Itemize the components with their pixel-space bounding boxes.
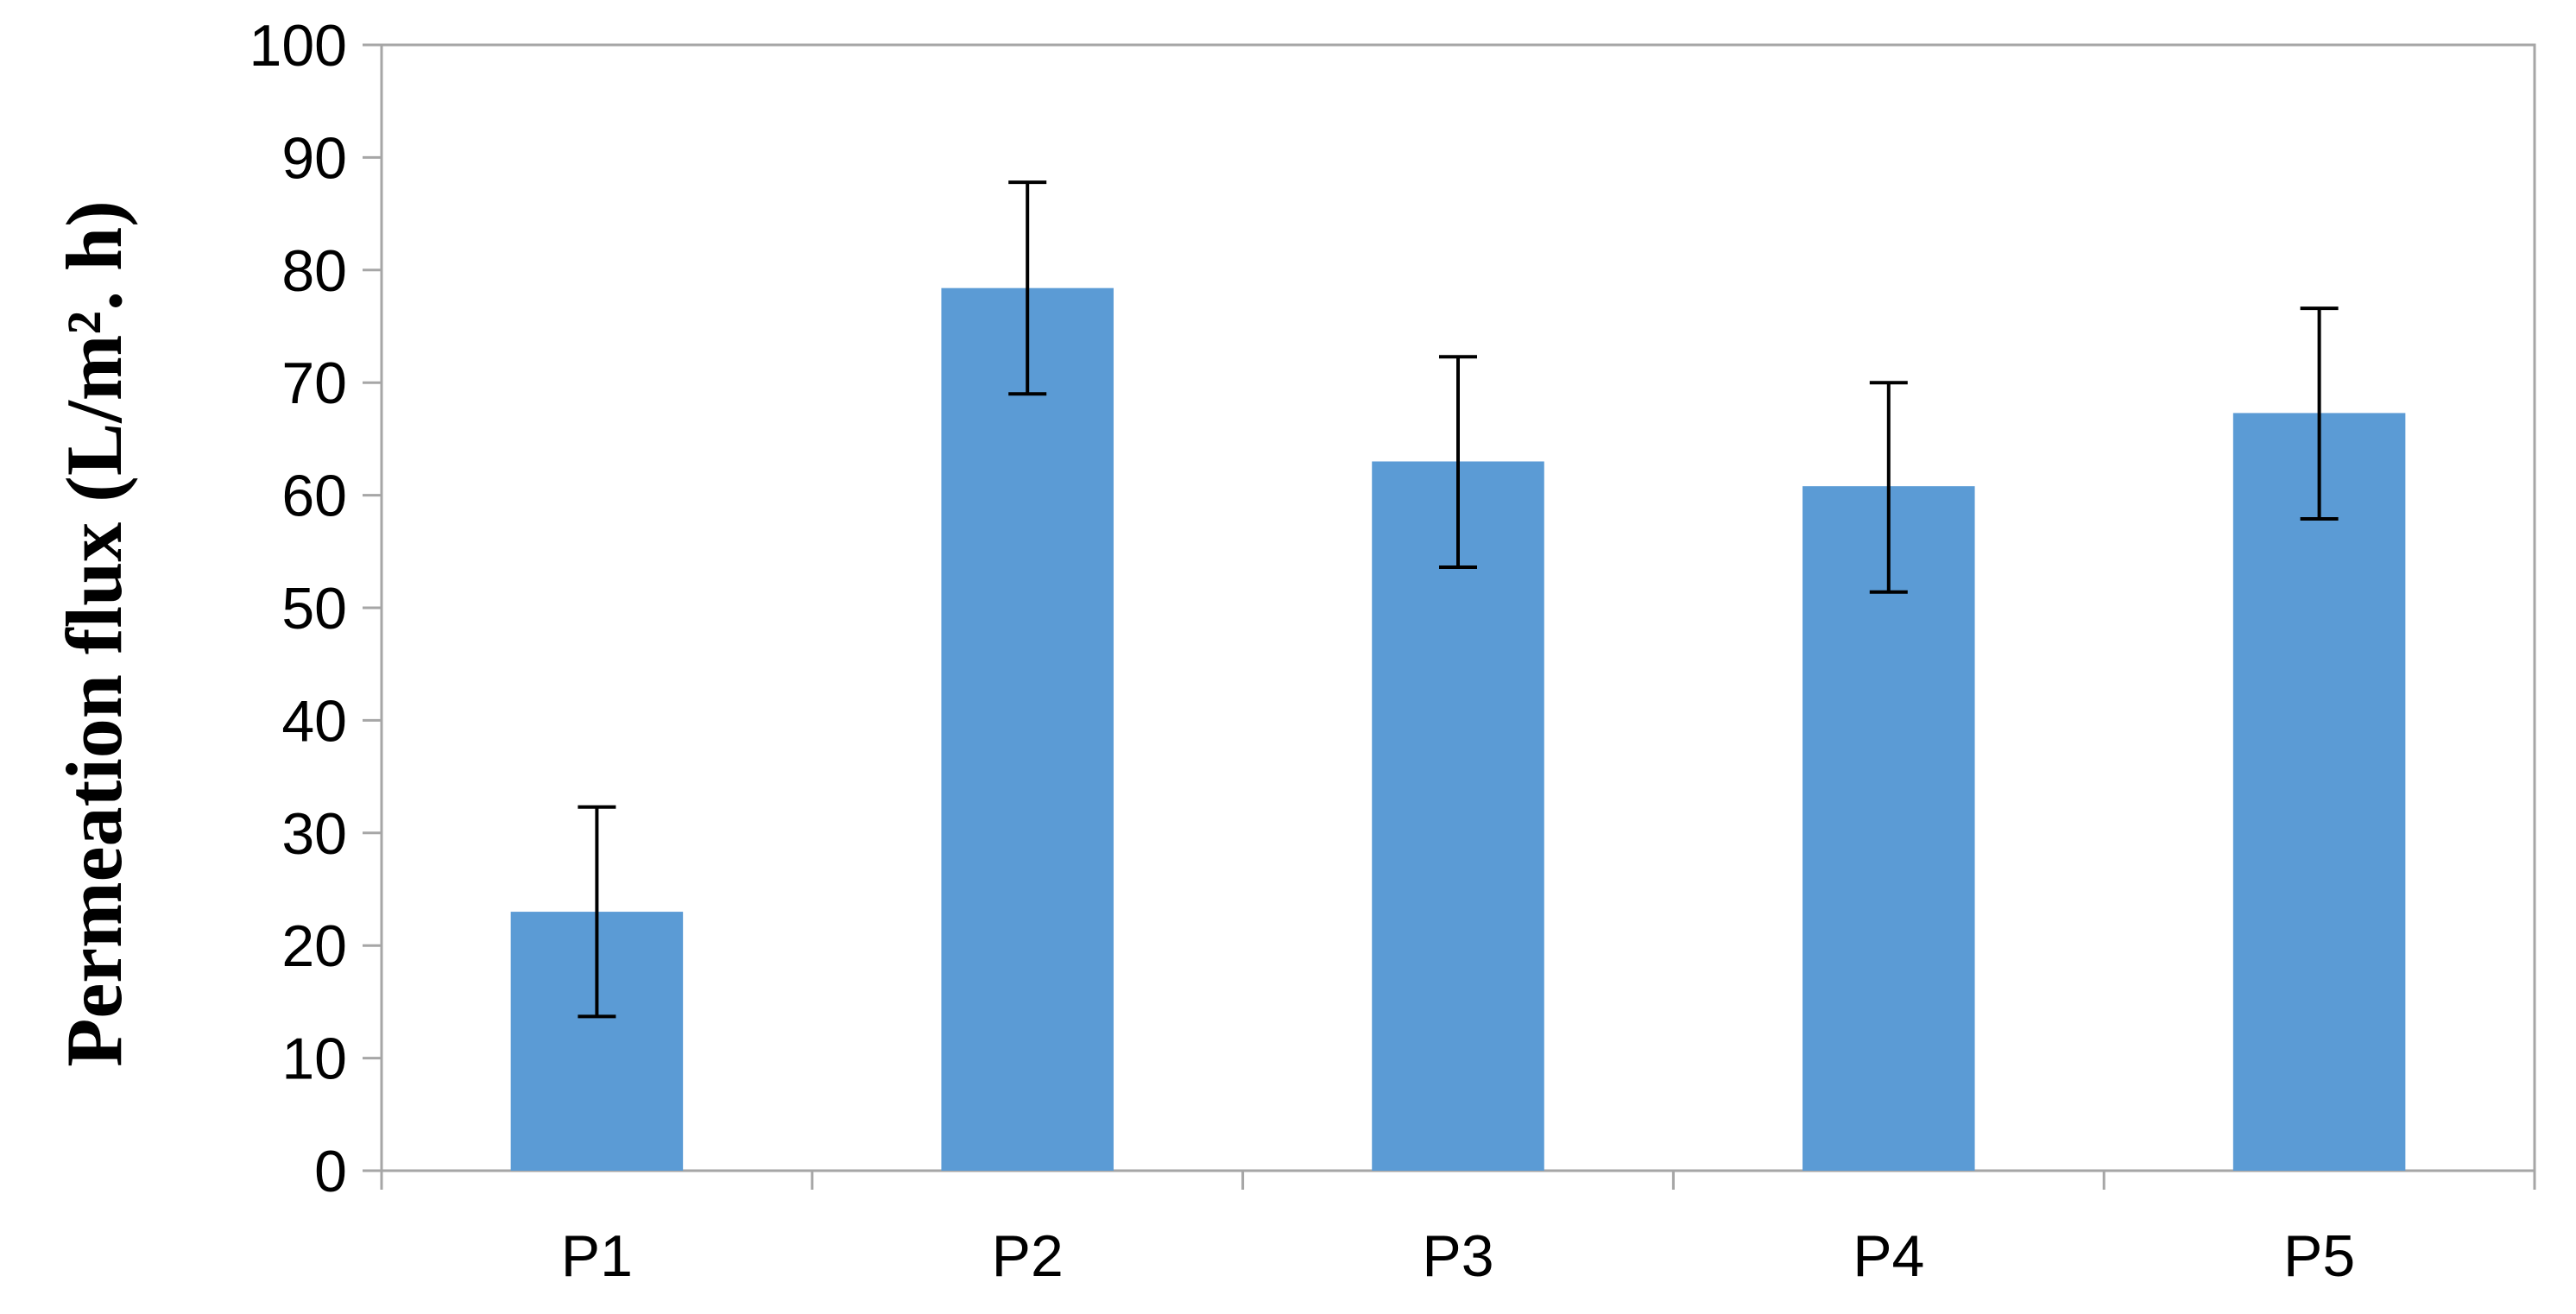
error-bars (578, 180, 2339, 1019)
y-tick-label: 100 (249, 13, 347, 79)
y-tick-label: 50 (281, 576, 347, 641)
x-tick-label-p5: P5 (2283, 1223, 2355, 1289)
x-tick-label-p3: P3 (1422, 1223, 1493, 1289)
y-axis-label: Permeation flux (L/m². h) (50, 200, 138, 1067)
y-tick-label: 70 (281, 351, 347, 416)
y-tick-label: 90 (281, 125, 347, 191)
x-tick-label-p1: P1 (561, 1223, 633, 1289)
x-tick-label-p4: P4 (1853, 1223, 1924, 1289)
y-tick-label: 60 (281, 464, 347, 529)
y-tick-label: 0 (314, 1139, 347, 1204)
y-tick-label: 40 (281, 688, 347, 754)
bar-series (510, 287, 2406, 1172)
x-axis: P1 P2 P3 P4 P5 (380, 1171, 2536, 1289)
y-tick-label: 30 (281, 801, 347, 867)
y-tick-label: 10 (281, 1027, 347, 1092)
bar-p4 (1803, 486, 1975, 1171)
bar-p3 (1372, 461, 1544, 1171)
x-tick-label-p2: P2 (992, 1223, 1064, 1289)
error-bar-p1 (578, 805, 616, 1019)
error-bar-p4 (1869, 381, 1908, 594)
bar-p2 (941, 287, 1114, 1171)
error-bar-p5 (2300, 306, 2339, 521)
y-axis: 0 10 20 30 40 50 60 70 80 90 100 (249, 13, 382, 1204)
bar-p5 (2232, 413, 2406, 1172)
y-tick-label: 20 (281, 913, 347, 979)
error-bar-p3 (1439, 355, 1477, 570)
y-tick-label: 80 (281, 238, 347, 304)
error-bar-p2 (1008, 180, 1047, 396)
